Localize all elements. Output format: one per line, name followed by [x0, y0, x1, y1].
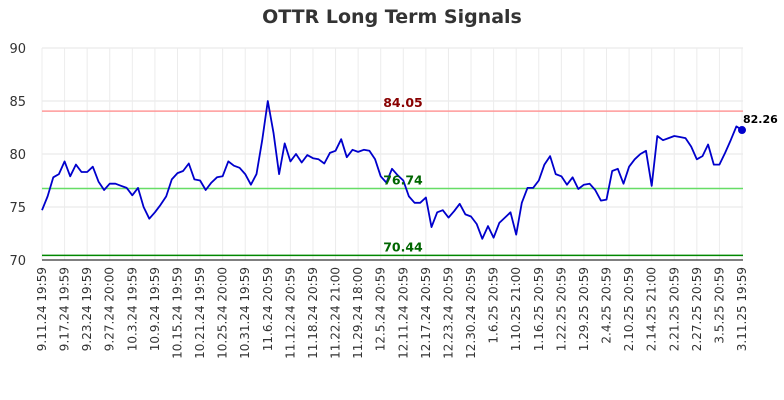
x-tick-label: 11.22.24 21:00 — [329, 267, 343, 359]
y-tick-label: 75 — [9, 201, 26, 216]
x-tick-label: 10.31.24 19:59 — [238, 267, 252, 359]
reference-label-middle: 76.74 — [383, 173, 423, 188]
price-line — [41, 100, 743, 240]
last-value-dot — [738, 126, 746, 135]
x-tick-label: 3.5.25 20:59 — [712, 267, 726, 344]
y-tick-label: 85 — [9, 95, 26, 110]
x-tick-label: 12.17.24 20:59 — [419, 267, 433, 359]
x-tick-label: 9.11.24 19:59 — [35, 267, 49, 351]
x-tick-label: 10.3.24 19:59 — [125, 267, 139, 351]
x-tick-label: 10.9.24 19:59 — [148, 267, 162, 351]
y-axis-ticks: 70 75 80 85 90 — [9, 42, 26, 269]
x-tick-label: 2.4.25 20:59 — [600, 267, 614, 344]
grid — [41, 47, 743, 261]
x-tick-label: 2.14.25 21:00 — [645, 267, 659, 351]
x-tick-label: 10.21.24 19:59 — [193, 267, 207, 359]
x-tick-label: 12.30.24 20:59 — [464, 267, 478, 359]
x-tick-label: 10.25.24 20:00 — [216, 267, 230, 359]
x-tick-label: 2.10.25 20:59 — [622, 267, 636, 351]
reference-label-lower: 70.44 — [383, 239, 423, 254]
last-value-marker: 82.26 — [738, 113, 778, 135]
reference-labels: 84.05 76.74 70.44 — [383, 95, 423, 254]
y-tick-label: 90 — [9, 42, 26, 57]
x-tick-label: 1.6.25 20:59 — [487, 267, 501, 344]
x-tick-label: 12.23.24 20:59 — [441, 267, 455, 359]
price-series — [41, 100, 743, 240]
x-tick-label: 11.12.24 20:59 — [283, 267, 297, 359]
x-tick-label: 12.5.24 20:59 — [374, 267, 388, 351]
x-axis-ticks: 9.11.24 19:59 9.17.24 19:59 9.23.24 19:59 9… — [35, 267, 749, 359]
y-tick-label: 80 — [9, 148, 26, 163]
x-tick-label: 11.29.24 18:00 — [351, 267, 365, 359]
x-tick-label: 3.11.25 19:59 — [735, 267, 749, 351]
x-tick-label: 9.23.24 19:59 — [80, 267, 94, 351]
x-tick-label: 10.15.24 19:59 — [170, 267, 184, 359]
x-tick-label: 9.27.24 20:00 — [103, 267, 117, 351]
reference-label-upper: 84.05 — [383, 95, 423, 110]
x-tick-label: 12.11.24 20:59 — [396, 267, 410, 359]
x-tick-label: 1.16.25 20:59 — [532, 267, 546, 351]
x-tick-label: 11.6.24 20:59 — [261, 267, 275, 351]
chart-title: OTTR Long Term Signals — [262, 6, 522, 28]
reference-lines — [42, 110, 743, 257]
x-tick-label: 9.17.24 19:59 — [58, 267, 72, 351]
x-tick-label: 1.10.25 21:00 — [509, 267, 523, 351]
x-tick-label: 1.29.25 20:59 — [577, 267, 591, 351]
y-tick-label: 70 — [9, 254, 26, 269]
x-tick-label: 1.22.25 20:59 — [554, 267, 568, 351]
last-value-label: 82.26 — [743, 113, 778, 126]
x-tick-label: 2.21.25 20:59 — [667, 267, 681, 351]
x-tick-label: 11.18.24 20:59 — [306, 267, 320, 359]
x-tick-label: 2.27.25 20:59 — [690, 267, 704, 351]
